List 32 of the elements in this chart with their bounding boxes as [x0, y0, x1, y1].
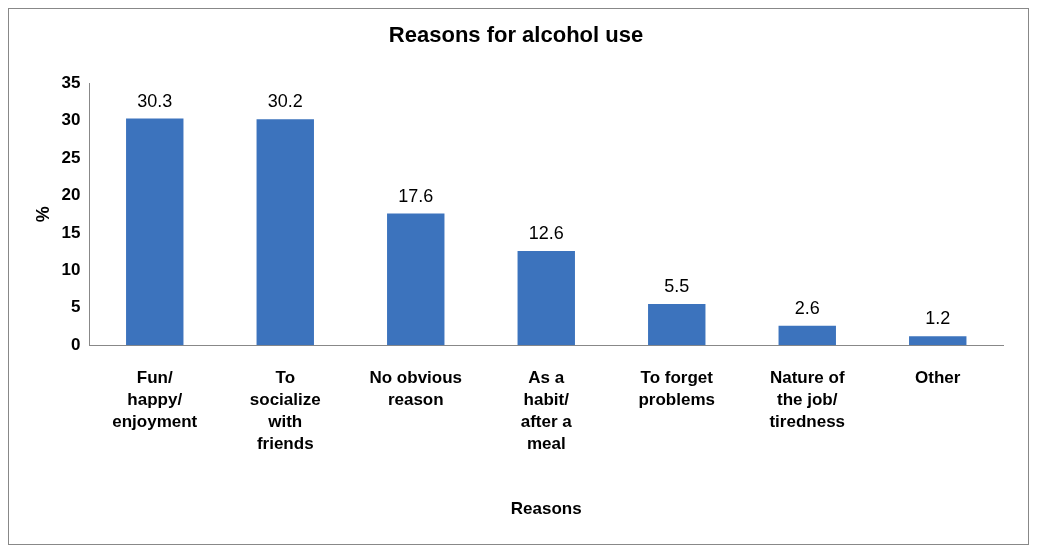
- bar: [126, 118, 184, 346]
- y-tick-label: 10: [61, 260, 81, 280]
- data-label: 30.2: [267, 91, 303, 112]
- bar: [517, 250, 575, 346]
- y-tick-label: 20: [61, 185, 81, 205]
- x-tick-label: To forget problems: [638, 367, 716, 410]
- y-tick-label: 15: [61, 222, 81, 242]
- x-tick-label: Fun/ happy/ enjoyment: [112, 367, 198, 432]
- data-label: 2.6: [794, 297, 820, 318]
- x-tick-label: No obvious reason: [369, 367, 463, 410]
- bar: [648, 304, 706, 346]
- y-tick-label: 0: [71, 334, 81, 354]
- y-tick-label: 30: [61, 110, 81, 130]
- bar: [387, 213, 445, 346]
- data-label: 5.5: [664, 276, 690, 297]
- bar: [256, 119, 314, 346]
- x-tick-label: To socialize with friends: [249, 367, 321, 454]
- data-label: 12.6: [528, 222, 564, 243]
- chart-title: Reasons for alcohol use: [388, 22, 644, 48]
- y-axis-title: %: [32, 206, 53, 223]
- x-tick-label: Nature of the job/ tiredness: [769, 367, 846, 432]
- data-label: 17.6: [398, 185, 434, 206]
- bar: [778, 325, 836, 346]
- data-label: 30.3: [137, 90, 173, 111]
- y-tick-label: 5: [71, 297, 81, 317]
- y-tick-label: 25: [61, 147, 81, 167]
- x-tick-label: As a habit/ after a meal: [520, 367, 573, 454]
- y-tick-label: 35: [61, 73, 81, 93]
- x-tick-label: Other: [915, 367, 961, 387]
- data-label: 1.2: [925, 308, 951, 329]
- bar: [909, 336, 967, 346]
- x-axis-title: Reasons: [510, 499, 582, 519]
